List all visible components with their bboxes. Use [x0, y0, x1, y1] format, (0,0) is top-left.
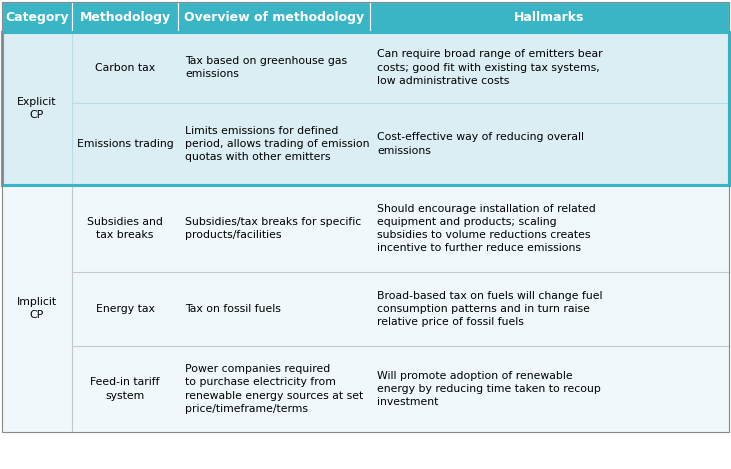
Text: Tax based on greenhouse gas
emissions: Tax based on greenhouse gas emissions [185, 56, 347, 79]
Text: Subsidies and
tax breaks: Subsidies and tax breaks [87, 217, 163, 240]
Bar [2, 32, 729, 185]
Bar [370, 2, 729, 32]
Text: Should encourage installation of related
equipment and products; scaling
subsidi: Should encourage installation of related… [377, 204, 596, 253]
Text: Can require broad range of emitters bear
costs; good fit with existing tax syste: Can require broad range of emitters bear… [377, 49, 602, 86]
Text: Subsidies/tax breaks for specific
products/facilities: Subsidies/tax breaks for specific produc… [185, 217, 361, 240]
Text: Limits emissions for defined
period, allows trading of emission
quotas with othe: Limits emissions for defined period, all… [185, 126, 369, 162]
Text: Tax on fossil fuels: Tax on fossil fuels [185, 304, 281, 314]
Text: Overview of methodology: Overview of methodology [184, 10, 364, 23]
Text: Implicit
CP: Implicit CP [17, 297, 57, 320]
Text: Cost-effective way of reducing overall
emissions: Cost-effective way of reducing overall e… [377, 132, 584, 156]
Text: Broad-based tax on fuels will change fuel
consumption patterns and in turn raise: Broad-based tax on fuels will change fue… [377, 291, 602, 327]
Bar [2, 32, 729, 185]
Bar [72, 2, 178, 32]
Bar [2, 32, 729, 185]
Bar [2, 185, 729, 432]
Text: Energy tax: Energy tax [96, 304, 154, 314]
Text: Methodology: Methodology [80, 10, 170, 23]
Bar [178, 2, 370, 32]
Bar [2, 32, 72, 185]
Bar [2, 2, 72, 32]
Text: Hallmarks: Hallmarks [515, 10, 585, 23]
Text: Category: Category [5, 10, 69, 23]
Text: Will promote adoption of renewable
energy by reducing time taken to recoup
inves: Will promote adoption of renewable energ… [377, 371, 601, 407]
Text: Emissions trading: Emissions trading [77, 139, 173, 149]
Text: Feed-in tariff
system: Feed-in tariff system [90, 378, 160, 401]
Bar [2, 185, 72, 432]
Text: Carbon tax: Carbon tax [95, 62, 155, 73]
Text: Power companies required
to purchase electricity from
renewable energy sources a: Power companies required to purchase ele… [185, 364, 363, 414]
Text: Explicit
CP: Explicit CP [18, 97, 57, 120]
